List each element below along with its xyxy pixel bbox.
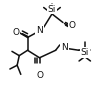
Text: N: N [61, 43, 68, 52]
Text: N: N [36, 26, 43, 35]
Text: Si: Si [81, 48, 89, 57]
Text: Si: Si [48, 5, 56, 14]
Text: O: O [69, 21, 76, 30]
Text: O: O [36, 71, 43, 80]
Text: O: O [13, 28, 20, 37]
